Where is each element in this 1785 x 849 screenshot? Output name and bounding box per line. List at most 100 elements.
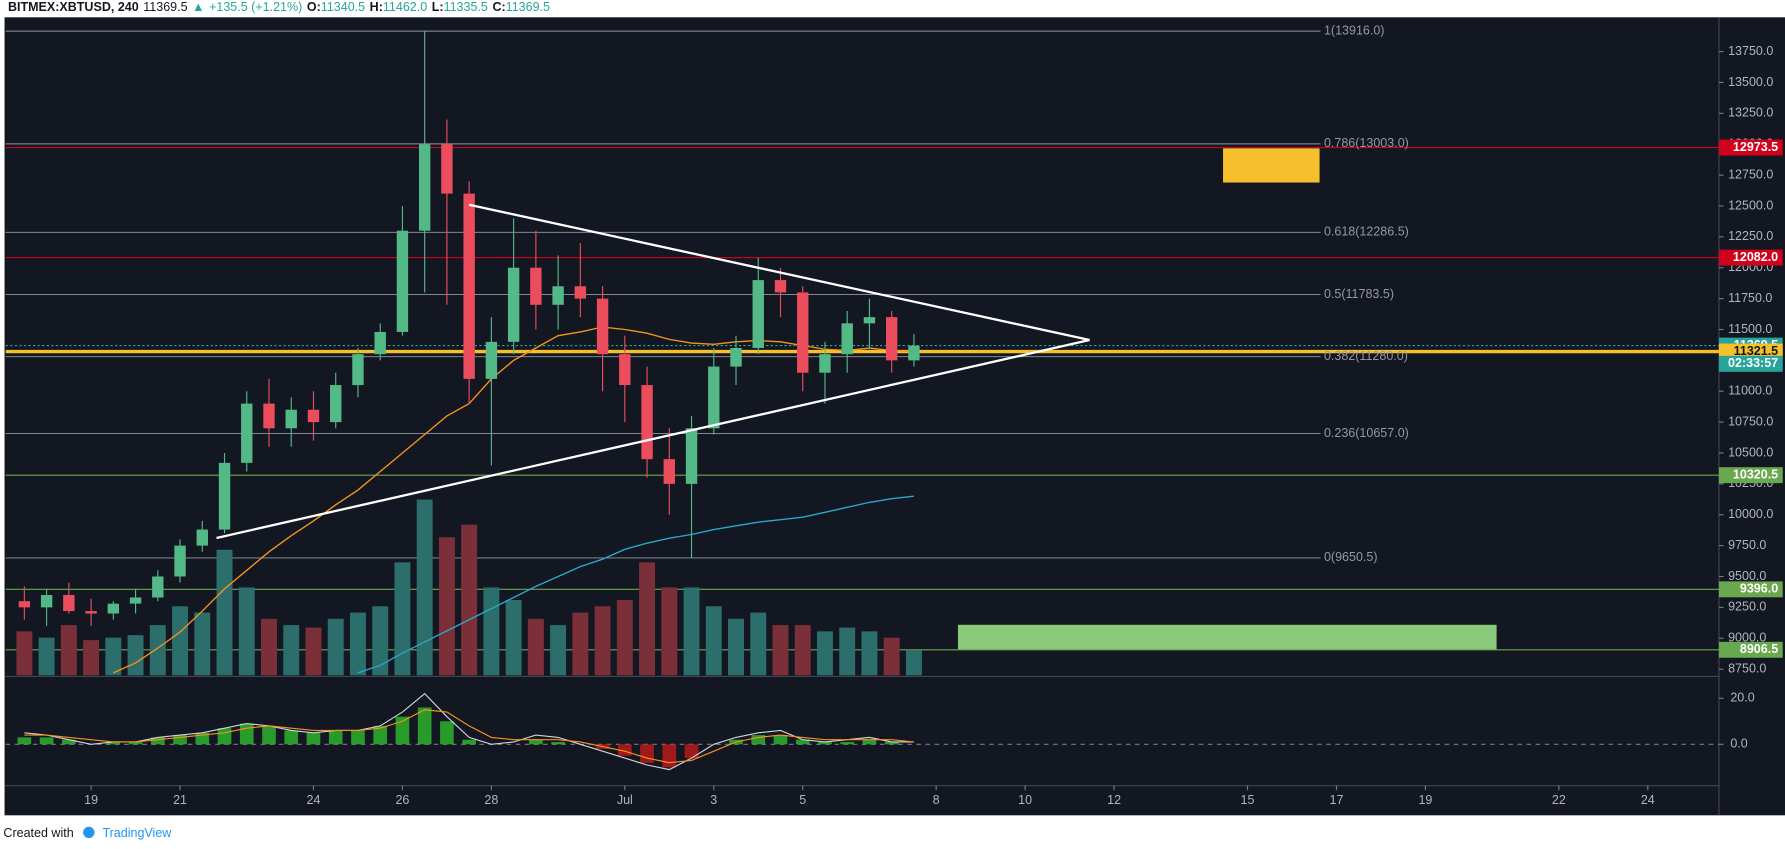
y-tick-label: 13500.0 bbox=[1728, 75, 1773, 89]
header-text: O: bbox=[307, 1, 321, 15]
candle-body bbox=[63, 595, 75, 612]
candle-body bbox=[40, 595, 53, 608]
histogram-bar bbox=[684, 744, 699, 759]
candle-body bbox=[374, 331, 386, 355]
fib-label: 0.786(13003.0) bbox=[1324, 136, 1409, 150]
price-label: 9396.0 bbox=[1740, 582, 1778, 596]
candle-body bbox=[619, 354, 631, 386]
candle-body bbox=[18, 601, 31, 608]
volume-bar bbox=[839, 627, 856, 676]
volume-bar bbox=[905, 650, 922, 676]
candle-body bbox=[418, 144, 431, 231]
candle-body bbox=[129, 597, 142, 604]
candle-body bbox=[819, 354, 831, 373]
volume-bar bbox=[305, 627, 322, 676]
candle-body bbox=[596, 298, 609, 355]
volume-bar bbox=[527, 618, 544, 676]
histogram-bar bbox=[840, 741, 855, 745]
y-tick-label: 11500.0 bbox=[1728, 322, 1772, 336]
signal-line bbox=[24, 709, 914, 764]
x-tick-label: 24 bbox=[1641, 793, 1655, 807]
price-label: 12082.0 bbox=[1733, 250, 1778, 264]
header-text: L: bbox=[432, 1, 444, 15]
histogram-bar bbox=[662, 744, 677, 768]
candle-body bbox=[774, 280, 787, 293]
volume-bar bbox=[461, 524, 478, 676]
volume-bar bbox=[105, 637, 122, 676]
fib-label: 0.236(10657.0) bbox=[1324, 426, 1409, 440]
volume-bar bbox=[372, 606, 389, 676]
volume-bar bbox=[772, 625, 789, 676]
y-tick-label: 12750.0 bbox=[1728, 167, 1773, 181]
histogram-bar bbox=[306, 732, 321, 745]
x-tick-label: 8 bbox=[933, 793, 940, 807]
x-tick-label: 15 bbox=[1241, 793, 1255, 807]
y-tick-label: 12250.0 bbox=[1728, 229, 1773, 243]
candle-body bbox=[641, 385, 653, 460]
y-tick-label: 9500.0 bbox=[1728, 569, 1766, 583]
price-label: 12973.5 bbox=[1733, 140, 1778, 154]
histogram-bar bbox=[17, 737, 32, 745]
candle-body bbox=[107, 603, 120, 614]
y-tick-label: 0.0 bbox=[1730, 737, 1747, 751]
volume-bar bbox=[883, 637, 900, 676]
candle-body bbox=[463, 193, 475, 379]
header-text: 11335.5 bbox=[444, 1, 488, 15]
volume-bar bbox=[149, 625, 166, 676]
fib-label: 1(13916.0) bbox=[1324, 23, 1385, 37]
x-tick-label: 12 bbox=[1107, 793, 1121, 807]
candle-body bbox=[241, 403, 253, 463]
zone-box bbox=[1223, 148, 1320, 183]
histogram-bar bbox=[640, 744, 654, 763]
volume-bar bbox=[639, 562, 656, 676]
histogram-bar bbox=[284, 730, 299, 745]
volume-bar bbox=[817, 631, 833, 676]
candle-body bbox=[174, 545, 186, 577]
zone-box bbox=[957, 624, 1497, 650]
volume-bar bbox=[661, 587, 678, 676]
volume-bar bbox=[861, 631, 878, 676]
volume-bar bbox=[127, 635, 144, 676]
volume-bar bbox=[261, 618, 277, 676]
header-text: BITMEX:XBTUSD, 240 bbox=[8, 1, 139, 15]
candle-body bbox=[330, 385, 342, 423]
histogram-bar bbox=[239, 723, 254, 745]
price-label-bg bbox=[1718, 139, 1783, 156]
candle-body bbox=[841, 323, 853, 355]
y-tick-label: 10000.0 bbox=[1728, 507, 1773, 521]
y-tick-label: 10750.0 bbox=[1728, 414, 1773, 428]
x-tick-label: 3 bbox=[710, 793, 717, 807]
candle-body bbox=[797, 292, 809, 373]
y-tick-label: 13250.0 bbox=[1728, 106, 1773, 120]
price-label: 11321.5 bbox=[1734, 344, 1779, 358]
histogram-bar bbox=[373, 725, 388, 745]
fib-label: 0.382(11280.0) bbox=[1324, 349, 1408, 363]
volume-bar bbox=[416, 499, 433, 676]
x-tick-label: 5 bbox=[799, 793, 806, 807]
histogram-bar bbox=[751, 735, 766, 745]
candle-body bbox=[352, 354, 364, 386]
volume-bar bbox=[349, 612, 366, 676]
footer-text: Created with bbox=[3, 826, 73, 840]
volume-bar bbox=[683, 587, 700, 676]
x-tick-label: 28 bbox=[484, 793, 498, 807]
histogram-bar bbox=[462, 739, 476, 745]
candle-body bbox=[908, 345, 920, 361]
header-text: 11340.5 bbox=[321, 1, 365, 15]
candle-body bbox=[863, 317, 876, 324]
histogram-bar bbox=[529, 739, 543, 745]
header-text: H: bbox=[370, 1, 383, 15]
candle-body bbox=[196, 529, 208, 546]
volume-bar bbox=[438, 537, 455, 676]
volume-bar bbox=[616, 599, 633, 676]
volume-bar bbox=[728, 618, 744, 676]
histogram-bar bbox=[395, 716, 410, 745]
histogram-bar bbox=[617, 744, 632, 756]
candle-body bbox=[218, 462, 231, 530]
y-tick-label: 8750.0 bbox=[1728, 661, 1766, 675]
fib-label: 0.5(11783.5) bbox=[1324, 287, 1394, 301]
volume-bar bbox=[327, 618, 344, 676]
candle-body bbox=[552, 286, 564, 305]
oscillator-line bbox=[24, 692, 914, 771]
x-tick-label: 10 bbox=[1018, 793, 1032, 807]
